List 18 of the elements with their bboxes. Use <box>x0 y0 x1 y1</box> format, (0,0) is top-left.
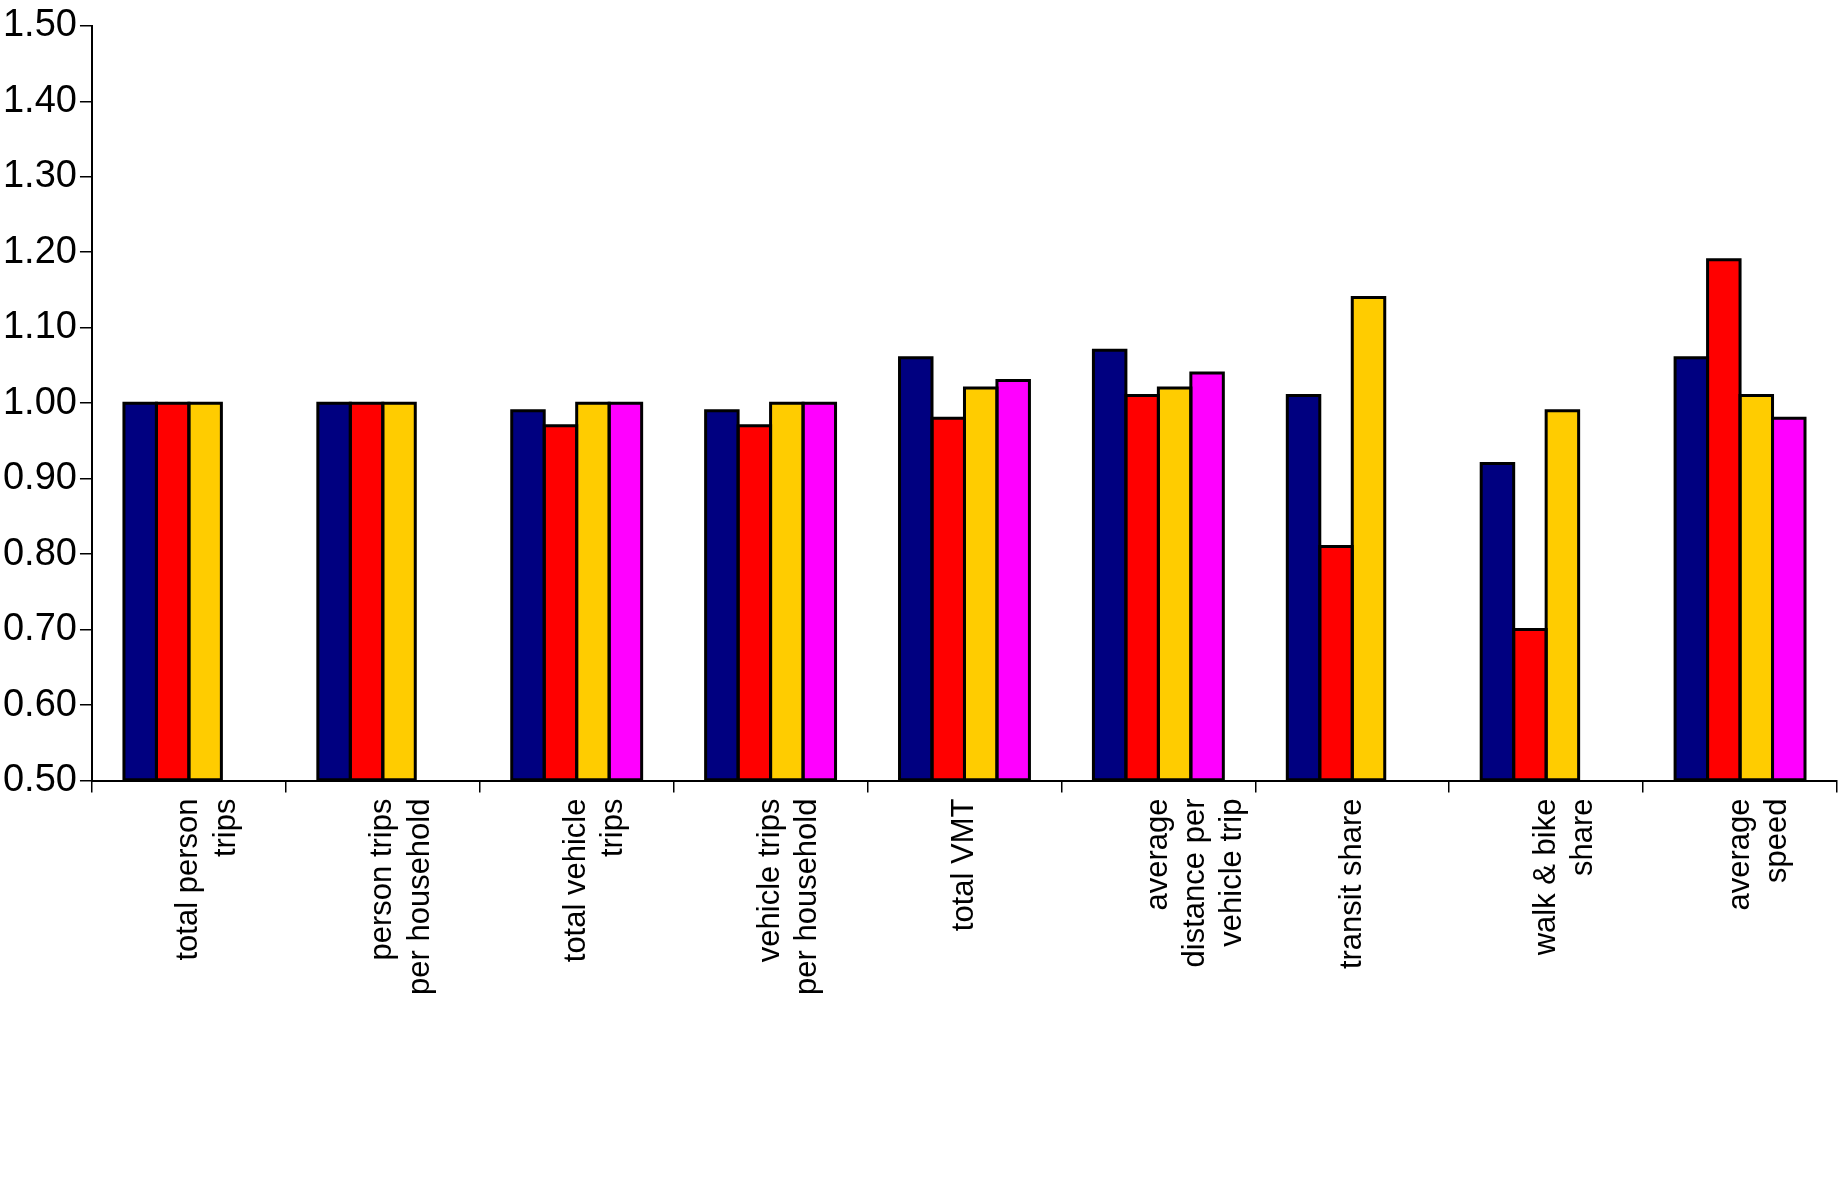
y-tick-label: 0.80 <box>2 530 77 573</box>
x-tick-label: total vehicle trips <box>557 798 630 963</box>
y-tick-label: 1.20 <box>2 228 77 271</box>
x-tick-label: transit share <box>1332 798 1368 970</box>
y-tick-label: 1.10 <box>2 304 77 347</box>
x-tick-label: total VMT <box>945 798 981 932</box>
y-tick-label: 1.40 <box>2 77 77 120</box>
x-tick-label: average distance per vehicle trip <box>1138 798 1249 968</box>
y-tick-label: 0.70 <box>2 606 77 649</box>
y-tick-label: 0.90 <box>2 455 77 498</box>
x-tick-label: walk & bike share <box>1526 798 1599 957</box>
x-tick-label: total person trips <box>169 798 242 961</box>
y-tick-label: 0.50 <box>2 756 77 799</box>
y-tick-label: 1.50 <box>2 2 77 45</box>
y-tick-label: 1.00 <box>2 379 77 422</box>
x-tick-label: average speed <box>1720 798 1793 911</box>
y-tick-label: 0.60 <box>2 681 77 724</box>
y-tick-label: 1.30 <box>2 153 77 196</box>
